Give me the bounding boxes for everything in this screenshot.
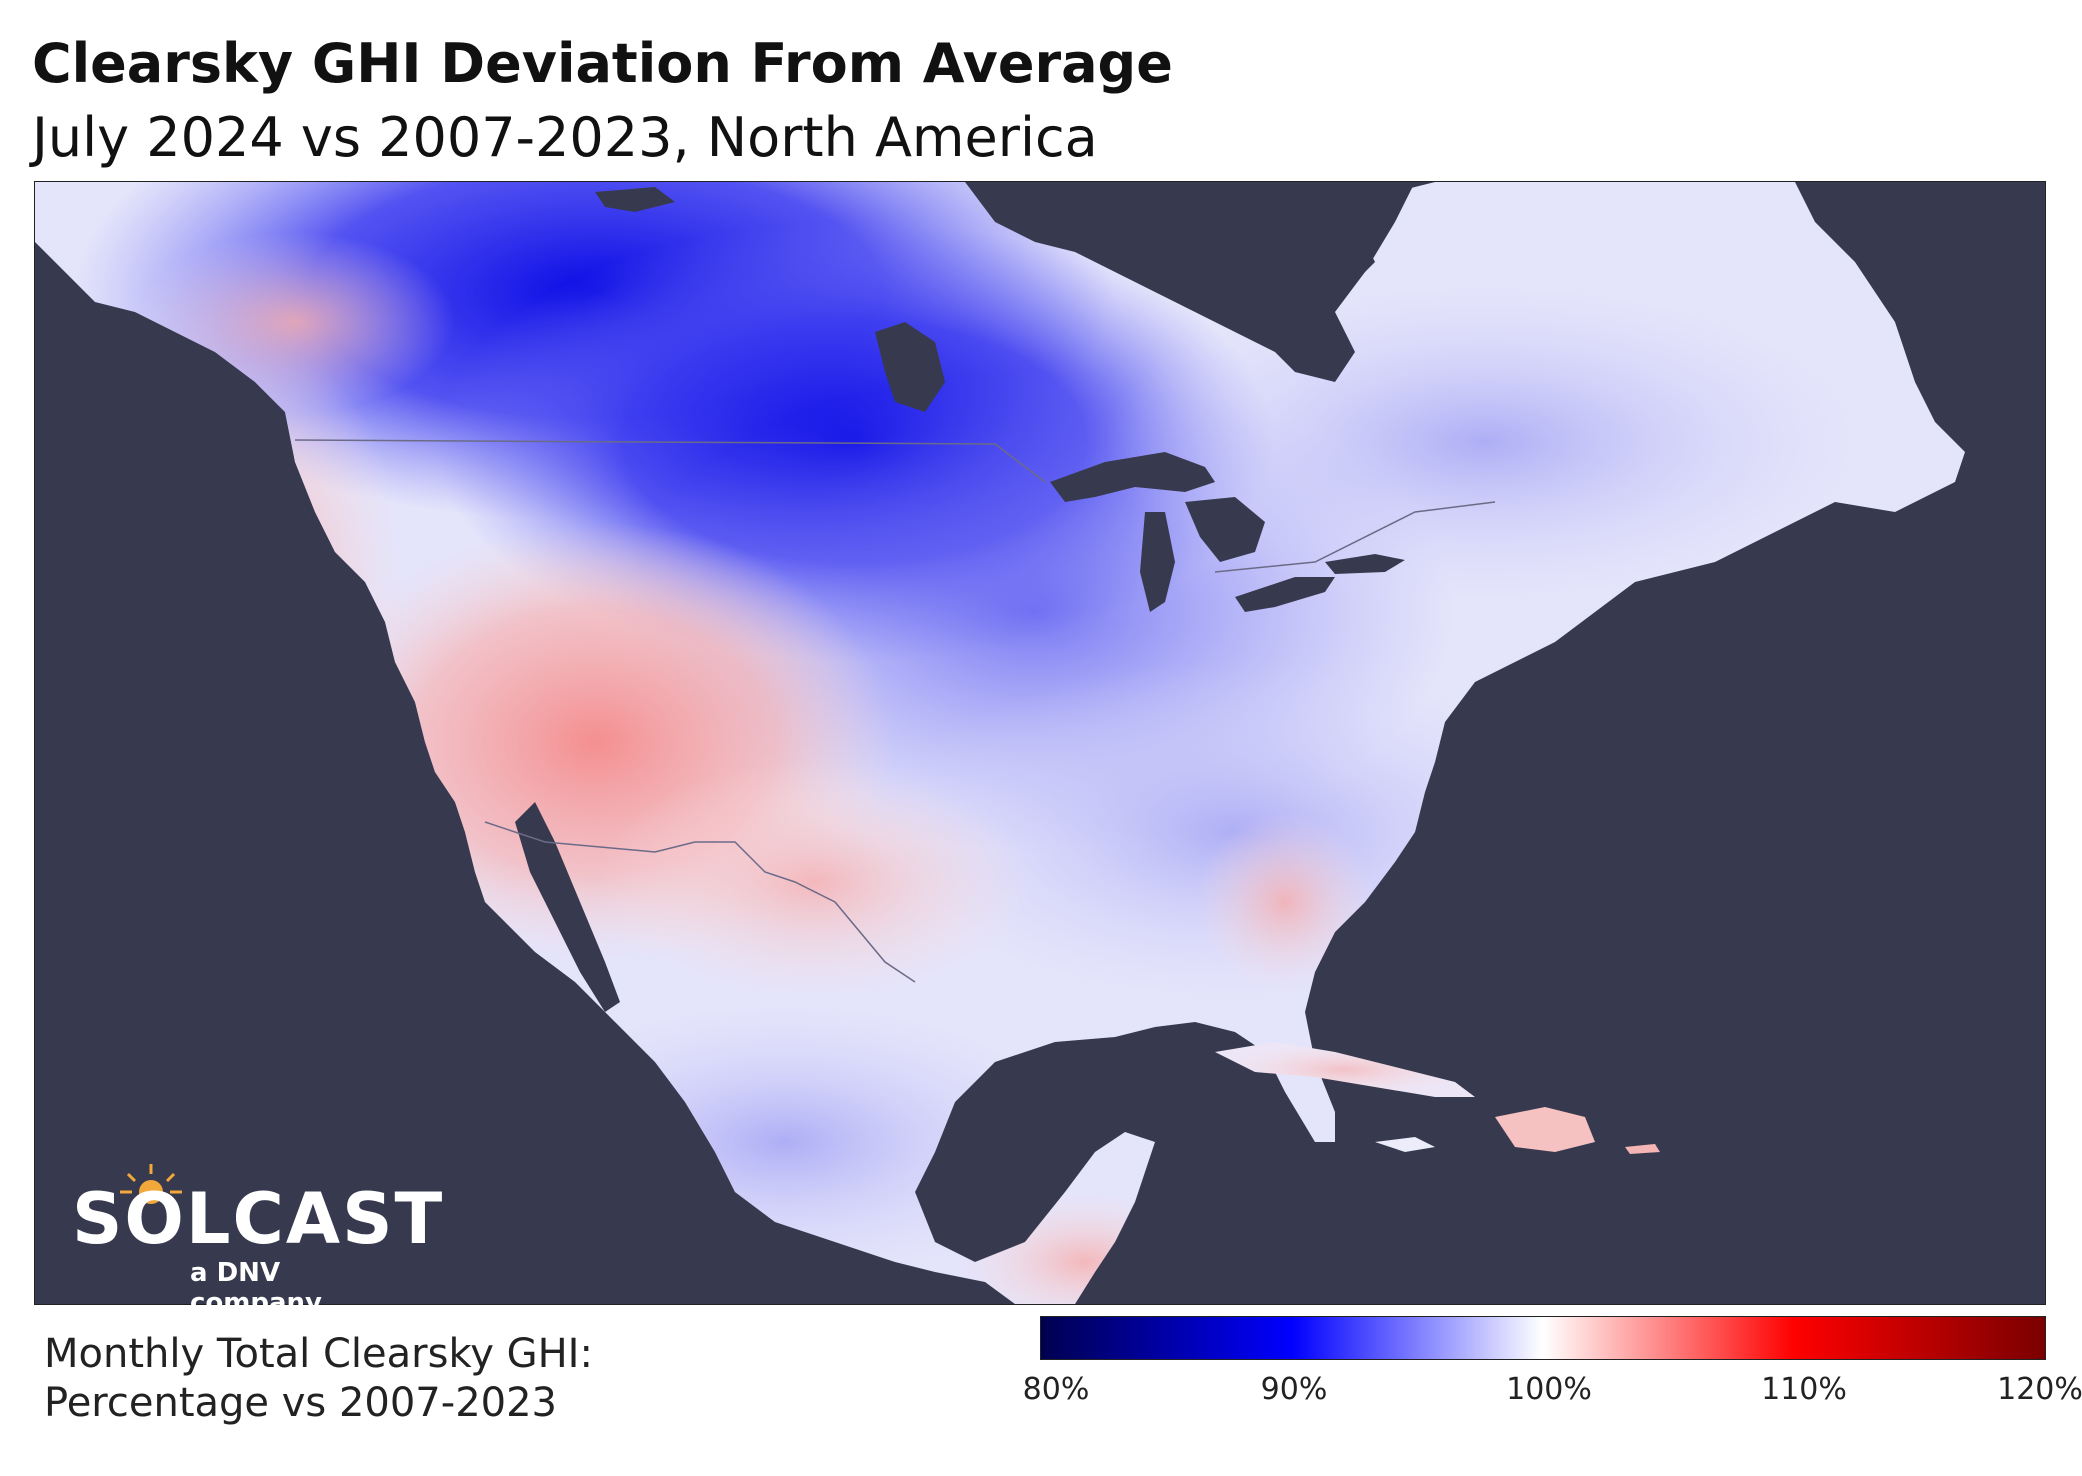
sun-icon bbox=[120, 1164, 182, 1204]
lake-ontario bbox=[1325, 554, 1405, 574]
logo-tagline: a DNV company bbox=[190, 1258, 322, 1318]
map-subtitle: July 2024 vs 2007-2023, North America bbox=[32, 106, 1098, 169]
colorbar-tick-110: 110% bbox=[1761, 1372, 1847, 1407]
logo-wordmark: SOLCAST bbox=[72, 1178, 445, 1260]
colorbar-tick-100: 100% bbox=[1506, 1372, 1592, 1407]
us-canada-border-east bbox=[1214, 501, 1496, 573]
lake-superior bbox=[1050, 452, 1215, 502]
legend-label: Monthly Total Clearsky GHI: Percentage v… bbox=[44, 1330, 593, 1428]
legend-label-line2: Percentage vs 2007-2023 bbox=[44, 1379, 557, 1426]
jamaica bbox=[1375, 1137, 1435, 1152]
legend-label-line1: Monthly Total Clearsky GHI: bbox=[44, 1331, 593, 1377]
colorbar-tick-80: 80% bbox=[1022, 1372, 1090, 1407]
hudson-bay bbox=[1215, 182, 1415, 382]
colorbar-tick-120: 120% bbox=[1997, 1372, 2082, 1407]
map-panel bbox=[34, 181, 2046, 1305]
lake-michigan bbox=[1140, 512, 1175, 612]
us-mexico-border bbox=[484, 821, 916, 983]
lake-winnipeg bbox=[875, 322, 945, 412]
colorbar bbox=[1040, 1316, 2046, 1360]
hispaniola bbox=[1495, 1107, 1595, 1152]
lake-erie bbox=[1235, 577, 1335, 612]
us-canada-border bbox=[294, 439, 1046, 483]
map-title: Clearsky GHI Deviation From Average bbox=[32, 32, 1173, 95]
map-canvas bbox=[35, 182, 2045, 1304]
great-slave-lake bbox=[595, 187, 675, 212]
lake-huron bbox=[1185, 497, 1265, 562]
gulf-of-california bbox=[515, 802, 620, 1012]
solcast-logo: SOLCAST a DNV company bbox=[72, 1160, 442, 1318]
colorbar-tick-90: 90% bbox=[1260, 1372, 1328, 1407]
puerto-rico bbox=[1625, 1144, 1660, 1154]
